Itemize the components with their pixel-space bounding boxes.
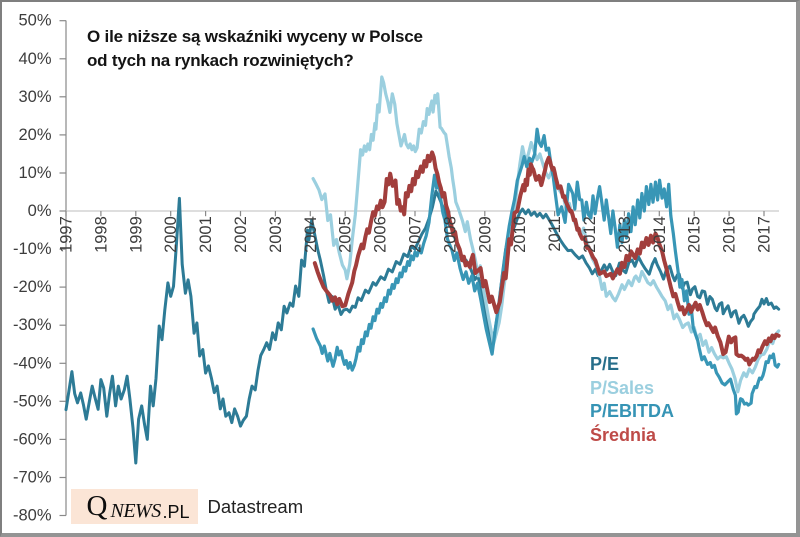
svg-text:-50%: -50% bbox=[13, 392, 52, 410]
svg-text:2007: 2007 bbox=[407, 216, 425, 253]
svg-text:2012: 2012 bbox=[581, 216, 599, 253]
svg-text:-70%: -70% bbox=[13, 469, 52, 487]
svg-text:1999: 1999 bbox=[127, 216, 145, 253]
svg-text:10%: 10% bbox=[18, 164, 51, 182]
svg-text:2006: 2006 bbox=[372, 216, 390, 253]
svg-text:2013: 2013 bbox=[616, 216, 634, 253]
svg-text:2000: 2000 bbox=[162, 216, 180, 253]
svg-text:20%: 20% bbox=[18, 126, 51, 144]
svg-text:2015: 2015 bbox=[686, 216, 704, 253]
svg-text:1997: 1997 bbox=[58, 216, 76, 253]
svg-text:2017: 2017 bbox=[756, 216, 774, 253]
svg-text:40%: 40% bbox=[18, 50, 51, 68]
svg-text:2004: 2004 bbox=[302, 216, 320, 253]
svg-text:2003: 2003 bbox=[267, 216, 285, 253]
svg-text:50%: 50% bbox=[18, 12, 51, 30]
svg-text:30%: 30% bbox=[18, 88, 51, 106]
svg-text:2005: 2005 bbox=[337, 216, 355, 253]
svg-text:2016: 2016 bbox=[721, 216, 739, 253]
svg-text:2008: 2008 bbox=[441, 216, 459, 253]
svg-text:-40%: -40% bbox=[13, 354, 52, 372]
svg-text:-30%: -30% bbox=[13, 316, 52, 334]
svg-text:-80%: -80% bbox=[13, 507, 52, 525]
svg-text:0%: 0% bbox=[28, 202, 52, 220]
svg-text:2002: 2002 bbox=[232, 216, 250, 253]
svg-text:2001: 2001 bbox=[197, 216, 215, 253]
svg-text:-60%: -60% bbox=[13, 430, 52, 448]
svg-text:2010: 2010 bbox=[511, 216, 529, 253]
svg-text:2009: 2009 bbox=[476, 216, 494, 253]
svg-text:2014: 2014 bbox=[651, 216, 669, 253]
svg-text:1998: 1998 bbox=[92, 216, 110, 253]
svg-text:-20%: -20% bbox=[13, 278, 52, 296]
svg-text:2011: 2011 bbox=[546, 216, 564, 251]
svg-text:-10%: -10% bbox=[13, 240, 52, 258]
